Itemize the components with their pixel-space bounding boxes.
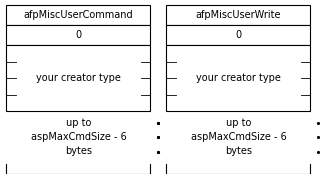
Bar	[166, 45, 310, 111]
Text: afpMiscUserCommand: afpMiscUserCommand	[24, 10, 133, 20]
Text: your creator type: your creator type	[196, 73, 281, 83]
Text: 0: 0	[75, 30, 82, 40]
Text: 0: 0	[235, 30, 242, 40]
Bar	[6, 25, 150, 45]
Bar	[6, 45, 150, 111]
Text: up to
aspMaxCmdSize - 6
bytes: up to aspMaxCmdSize - 6 bytes	[30, 118, 126, 156]
Bar	[6, 5, 150, 25]
Text: your creator type: your creator type	[36, 73, 121, 83]
Bar	[166, 5, 310, 25]
Bar	[166, 25, 310, 45]
Text: up to
aspMaxCmdSize - 6
bytes: up to aspMaxCmdSize - 6 bytes	[190, 118, 286, 156]
Text: afpMiscUserWrite: afpMiscUserWrite	[196, 10, 281, 20]
